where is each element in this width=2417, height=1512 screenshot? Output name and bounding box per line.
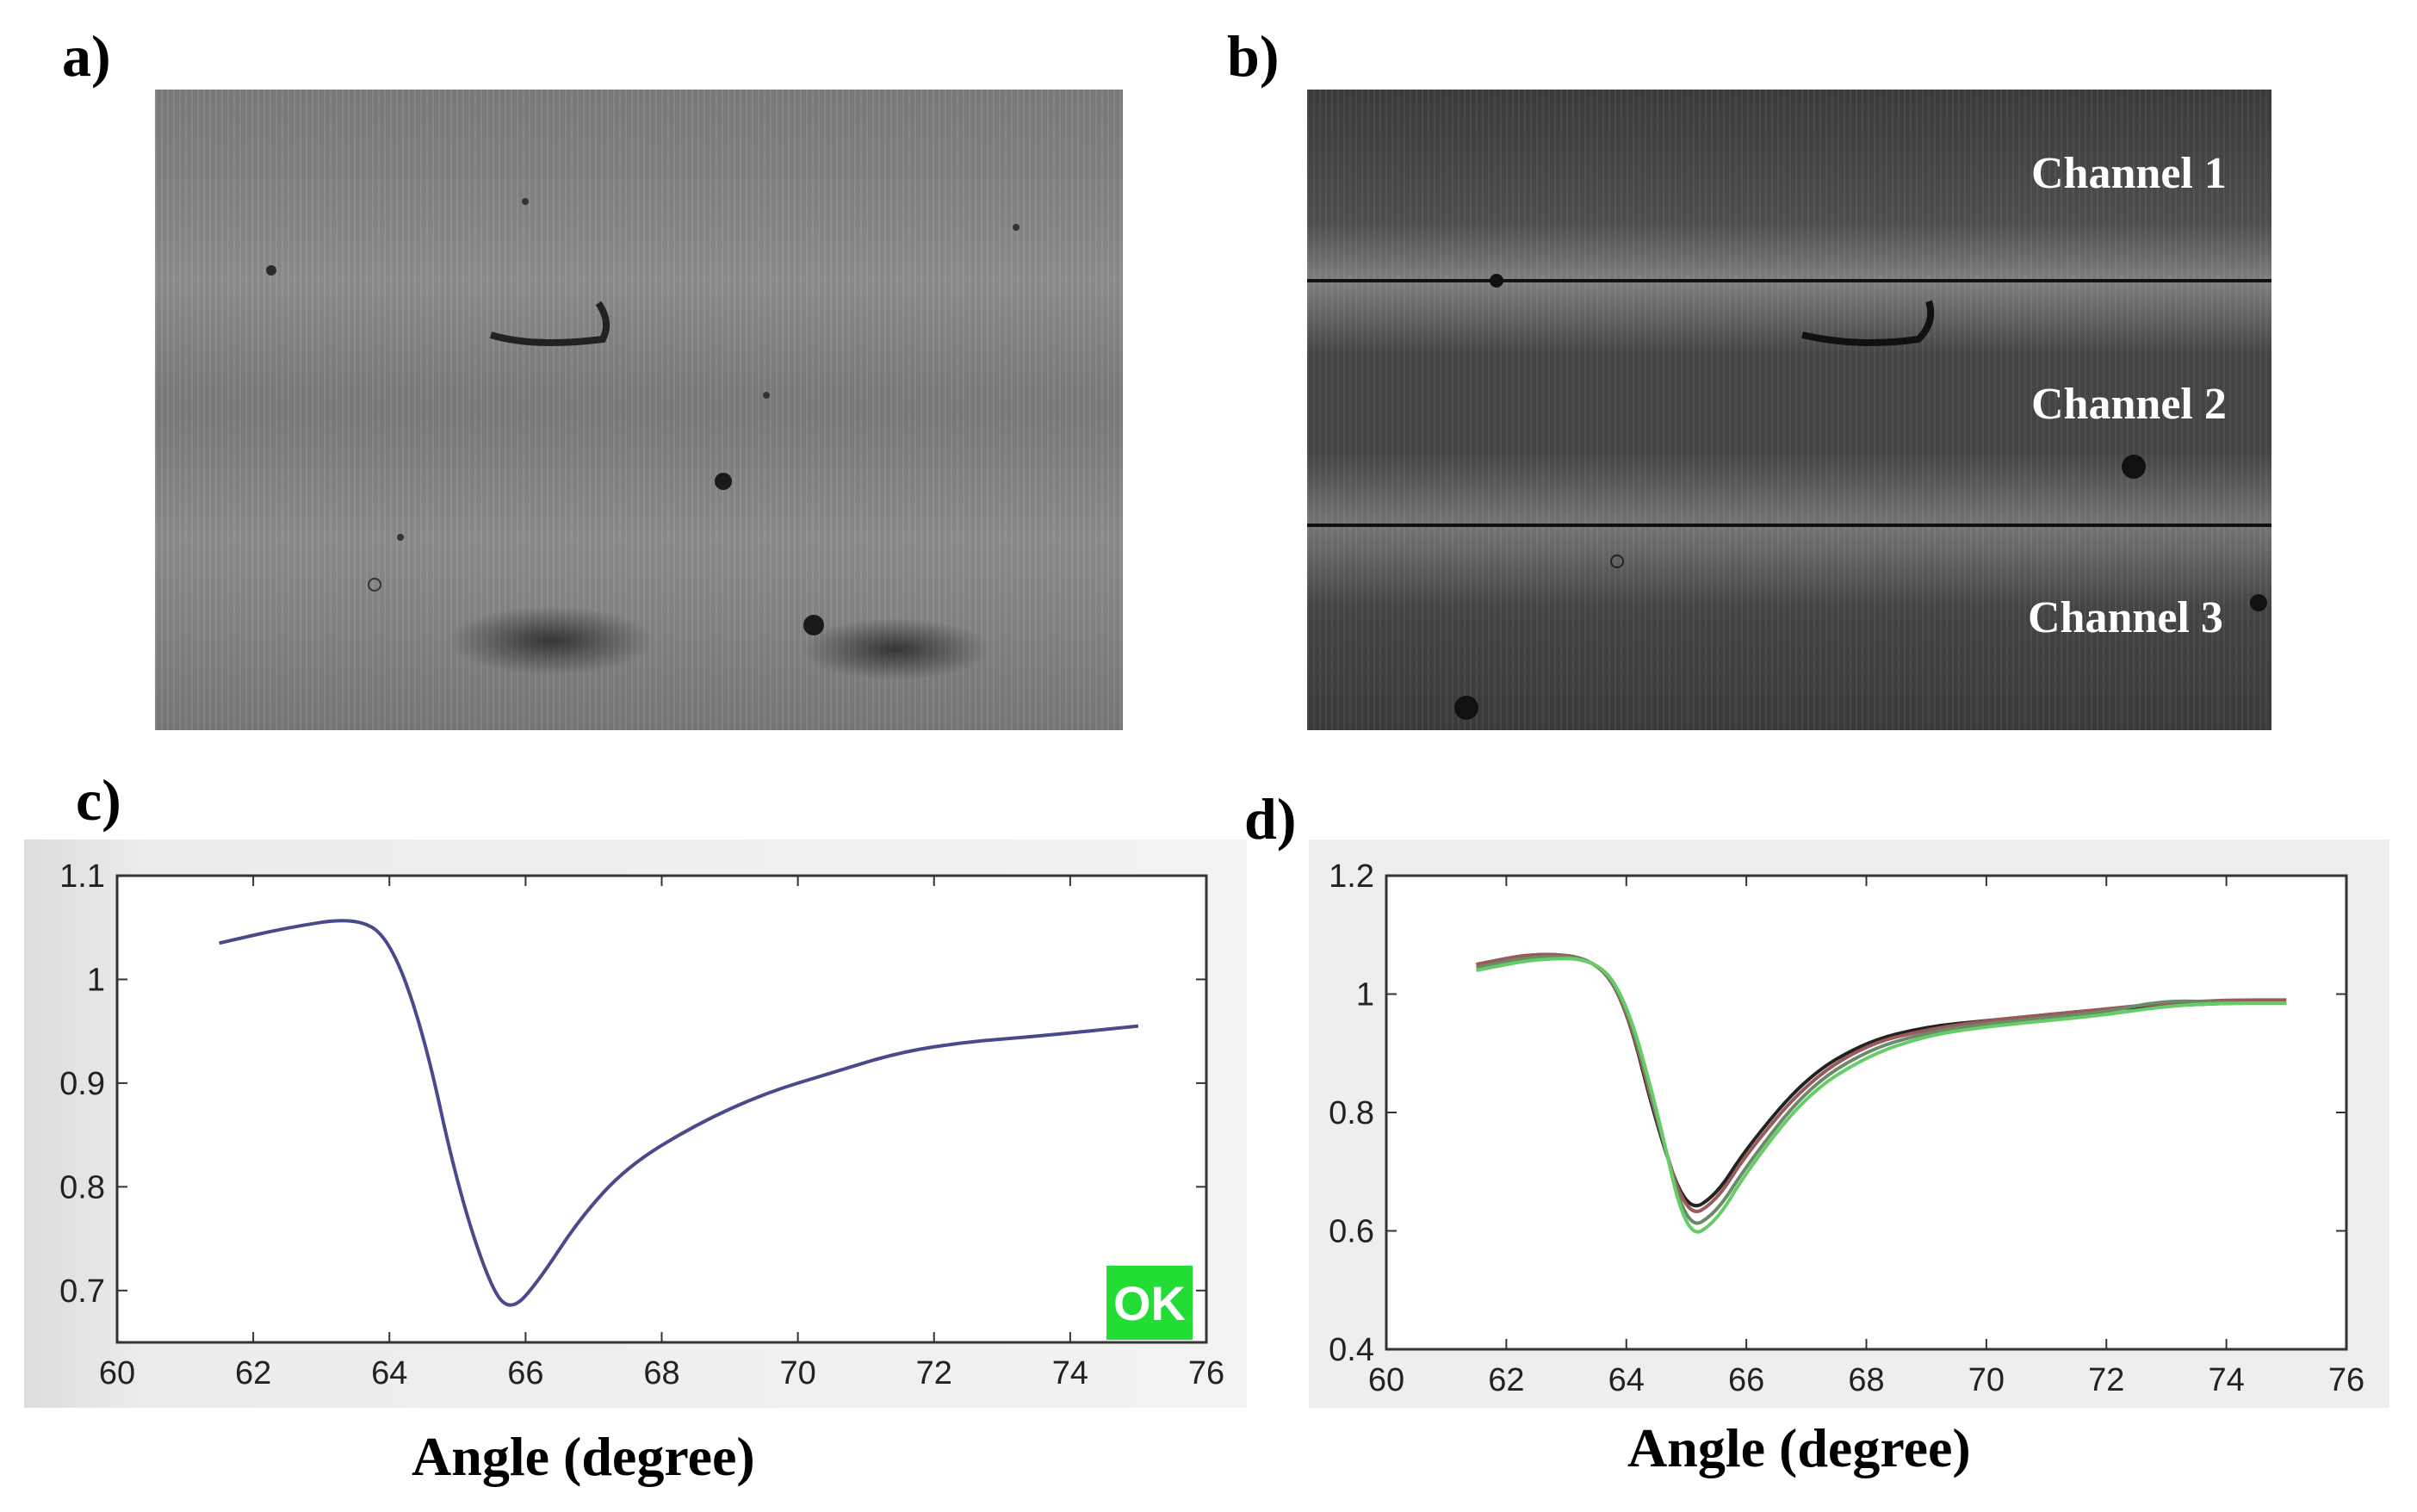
chart-d-x-tick-label: 72 <box>2088 1362 2124 1398</box>
chart-c: 60 62 64 66 68 70 72 74 76 0.7 0.8 0.9 1 1.1 <box>24 840 1247 1408</box>
chart-c-x-tick-label: 72 <box>916 1355 952 1391</box>
channel-label-1: Channel 1 <box>2031 149 2227 198</box>
chart-d-x-tick-label: 66 <box>1728 1362 1764 1398</box>
chart-c-x-tick-label: 60 <box>99 1355 135 1391</box>
chart-d-x-tick-label: 76 <box>2328 1362 2364 1398</box>
chart-d-x-tick-label: 60 <box>1368 1362 1404 1398</box>
chart-c-y-tick-label: 1.1 <box>59 858 105 895</box>
x-axis-title-c: Angle (degree) <box>412 1426 755 1487</box>
panel-label-d: d) <box>1244 786 1297 852</box>
chart-c-y-tick-label: 0.9 <box>59 1066 105 1102</box>
chart-d: 60 62 64 66 68 70 72 74 76 0.4 0.6 0.8 1 1.2 <box>1309 840 2389 1408</box>
chart-d-series-line-4 <box>1476 957 2287 1234</box>
chart-d-svg: 60 62 64 66 68 70 72 74 76 0.4 0.6 0.8 1 1.2 <box>1309 840 2389 1408</box>
panel-label-a: a) <box>62 23 111 89</box>
chart-c-x-tick-label: 76 <box>1188 1355 1224 1391</box>
ok-badge: OK <box>1106 1266 1193 1340</box>
panel-label-c: c) <box>76 767 121 833</box>
chart-d-y-tick-label: 1.2 <box>1329 858 1374 895</box>
chart-c-series-line-1 <box>219 919 1139 1307</box>
chart-d-y-tick-label: 0.8 <box>1329 1095 1374 1131</box>
chart-c-y-tick-label: 0.8 <box>59 1169 105 1205</box>
microscope-image-b <box>1307 90 2271 730</box>
chart-d-plot-area <box>1385 874 2348 1351</box>
chart-d-x-tick-label: 70 <box>1968 1362 2005 1398</box>
chart-c-x-tick-label: 64 <box>371 1355 407 1391</box>
chart-c-svg: 60 62 64 66 68 70 72 74 76 0.7 0.8 0.9 1 1.1 <box>24 840 1247 1408</box>
chart-c-plot-area <box>115 874 1208 1344</box>
channel-label-3: Channel 3 <box>2028 593 2223 642</box>
chart-d-x-tick-label: 64 <box>1608 1362 1645 1398</box>
chart-d-y-tick-label: 1 <box>1356 977 1374 1013</box>
channel-label-2: Channel 2 <box>2031 380 2227 429</box>
chart-d-x-tick-label: 62 <box>1488 1362 1524 1398</box>
chart-d-y-tick-label: 0.6 <box>1329 1214 1374 1250</box>
chart-c-y-tick-label: 1 <box>87 962 105 998</box>
chart-c-x-tick-label: 70 <box>779 1355 815 1391</box>
chart-c-y-tick-label: 0.7 <box>59 1273 105 1310</box>
chart-c-x-tick-label: 66 <box>507 1355 543 1391</box>
chart-c-x-tick-label: 74 <box>1052 1355 1088 1391</box>
chart-d-y-tick-label: 0.4 <box>1329 1332 1374 1368</box>
x-axis-title-d: Angle (degree) <box>1627 1417 1971 1478</box>
chart-d-x-tick-label: 74 <box>2208 1362 2244 1398</box>
chart-d-x-tick-label: 68 <box>1848 1362 1884 1398</box>
microscope-image-a <box>155 90 1123 730</box>
chart-c-x-tick-label: 68 <box>643 1355 679 1391</box>
chart-c-x-tick-label: 62 <box>235 1355 271 1391</box>
panel-label-b: b) <box>1227 23 1280 89</box>
